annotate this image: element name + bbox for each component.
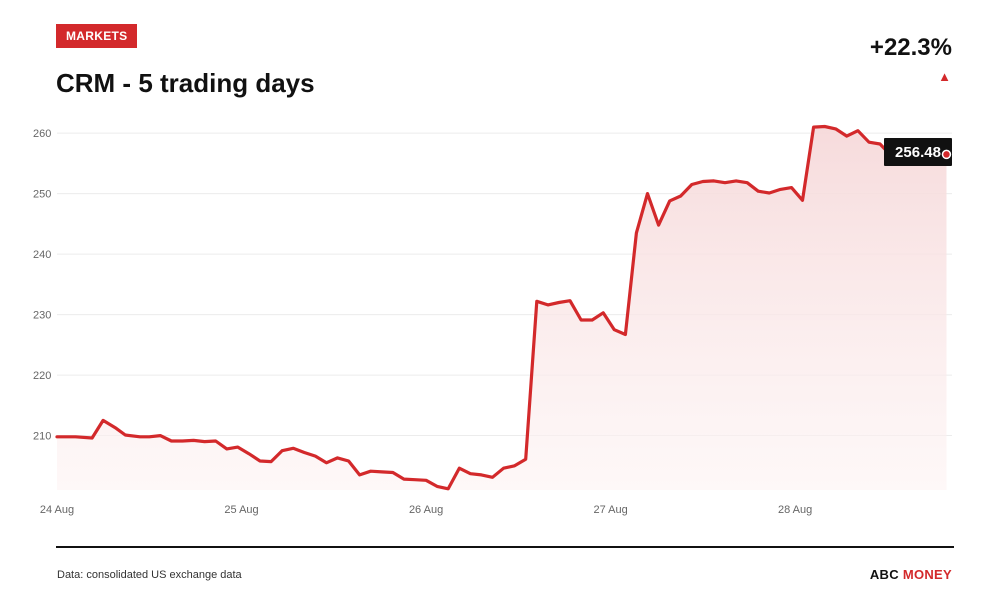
footer-rule: [56, 546, 954, 548]
y-tick-label: 250: [33, 189, 51, 201]
brand-name-part1: ABC: [869, 567, 899, 582]
price-line: [55, 124, 949, 491]
data-source: Data: consolidated US exchange data: [57, 569, 242, 581]
last-price-callout-box: [884, 138, 952, 166]
chart-title: CRM - 5 trading days: [56, 68, 315, 98]
y-tick-label: 260: [33, 128, 51, 140]
percent-change: +22.3%: [869, 34, 952, 61]
price-area: [57, 126, 947, 490]
x-tick-label: 24 Aug: [40, 504, 74, 516]
x-tick-label: 28 Aug: [778, 504, 812, 516]
y-tick-label: 210: [33, 431, 51, 443]
price-chart: 210 220 230 240 250 260 24 Aug 25 Aug 26 Aug 27 …: [33, 124, 952, 516]
x-tick-label: 26 Aug: [409, 504, 443, 516]
last-price-callout[interactable]: 256.48: [884, 138, 952, 166]
up-triangle-icon: ▲: [938, 69, 951, 84]
last-price-label: 256.48: [895, 144, 941, 161]
last-price-marker: [941, 149, 952, 160]
x-tick-label: 25 Aug: [224, 504, 258, 516]
y-axis-ticks: 210 220 230 240 250 260: [33, 128, 51, 442]
y-tick-label: 240: [33, 249, 51, 261]
section-badge[interactable]: MARKETS: [56, 24, 138, 48]
y-tick-label: 230: [33, 310, 51, 322]
x-tick-label: 27 Aug: [593, 504, 627, 516]
x-axis-ticks: 24 Aug 25 Aug 26 Aug 27 Aug 28 Aug: [40, 504, 812, 516]
brand-logo[interactable]: ABC MONEY: [870, 567, 952, 582]
brand-name-part2: MONEY: [902, 567, 952, 582]
y-tick-label: 220: [33, 370, 51, 382]
